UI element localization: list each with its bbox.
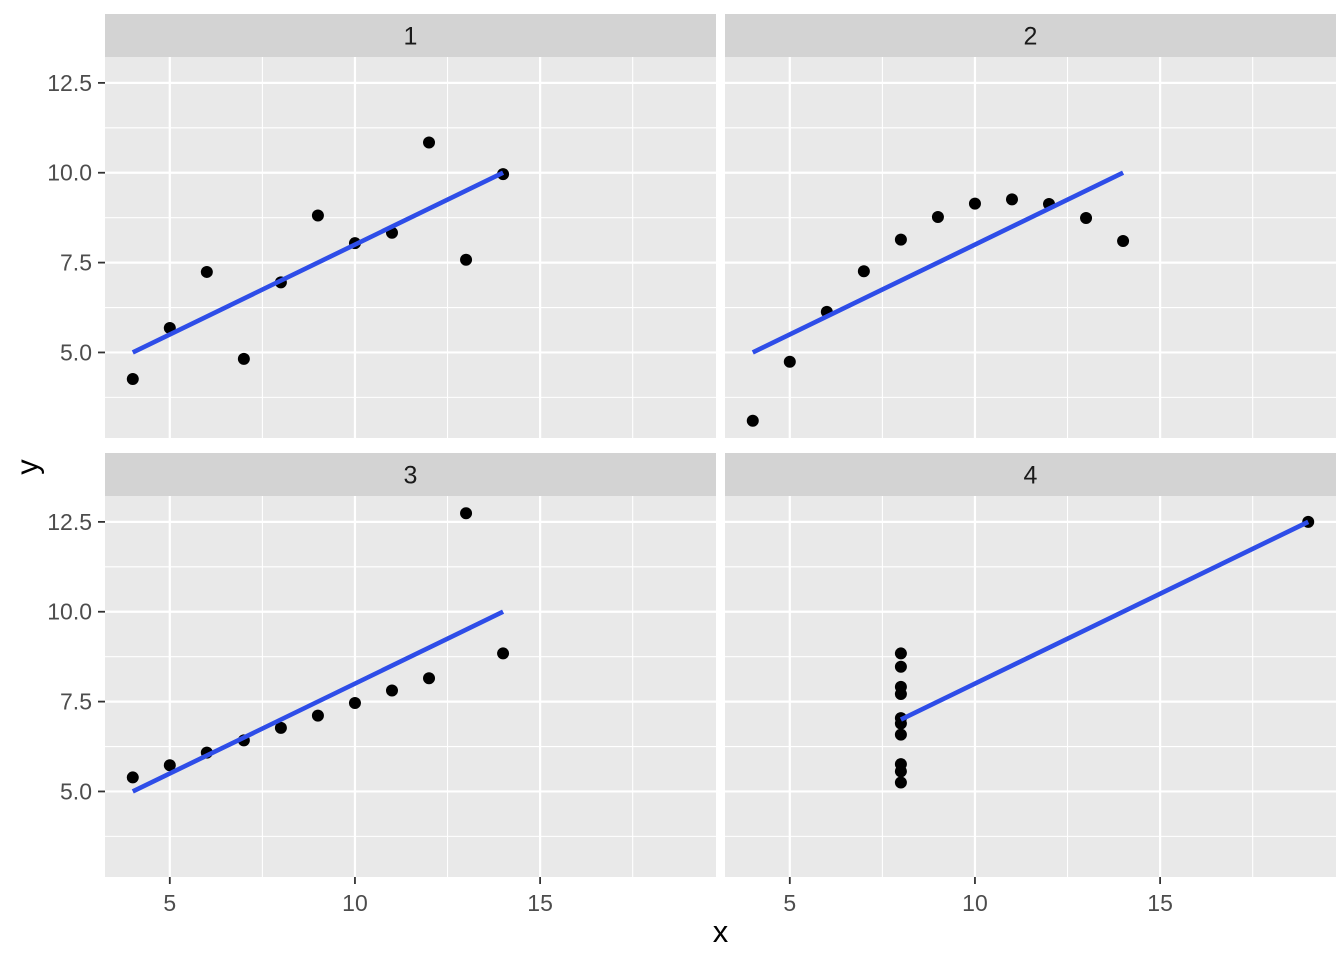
y-axis-tick-label: 10.0 [47,160,92,186]
data-point [894,728,907,741]
data-point [968,197,981,210]
panel-background [105,57,716,438]
data-point [274,721,287,734]
data-point [894,233,907,246]
data-point [348,697,361,710]
data-point [423,136,436,149]
x-axis-tick-label: 15 [1147,890,1173,916]
panel-background [725,57,1336,438]
x-axis-tick-label: 10 [962,890,988,916]
panel-background [105,496,716,877]
facet-strip [105,453,716,496]
data-point [894,776,907,789]
data-point [1005,193,1018,206]
x-axis-tick-label: 5 [163,890,176,916]
x-axis-tick-label: 5 [783,890,796,916]
facet-strip-label: 1 [404,23,418,51]
x-axis-tick-label: 10 [342,890,368,916]
y-axis-tick-label: 7.5 [60,689,92,715]
facet-strip [725,14,1336,57]
y-axis-tick-label: 7.5 [60,250,92,276]
data-point [200,265,213,278]
regression-line [899,519,1310,722]
data-point [894,660,907,673]
regression-line [751,170,1125,355]
data-point [385,684,398,697]
data-point [1117,235,1130,248]
data-point [894,765,907,778]
facet-strip-label: 2 [1024,23,1038,51]
data-point [423,672,436,685]
y-axis-tick-label: 10.0 [47,599,92,625]
data-point [894,647,907,660]
regression-line [131,609,505,794]
data-point [460,253,473,266]
x-axis-title: x [712,914,729,949]
data-point [894,680,907,693]
facet-strip [725,453,1336,496]
data-point [311,709,324,722]
facet-strip-label: 3 [404,462,418,490]
facet-strip [105,14,716,57]
y-axis-tick-label: 12.5 [47,509,92,535]
data-point [497,647,510,660]
y-axis-tick-label: 5.0 [60,339,92,365]
data-point [857,265,870,278]
data-point [163,759,176,772]
data-point [311,209,324,222]
data-point [460,507,473,520]
data-point [931,210,944,223]
data-point [237,352,250,365]
y-axis-title: y [9,459,45,475]
regression-line [131,170,505,355]
data-point [126,771,139,784]
data-point [1080,212,1093,225]
data-point [783,355,796,368]
facet-strip-label: 4 [1024,462,1038,490]
y-axis-tick-label: 12.5 [47,70,92,96]
data-point [746,414,759,427]
data-point [126,373,139,386]
y-axis-tick-label: 5.0 [60,778,92,804]
x-axis-tick-label: 15 [527,890,553,916]
